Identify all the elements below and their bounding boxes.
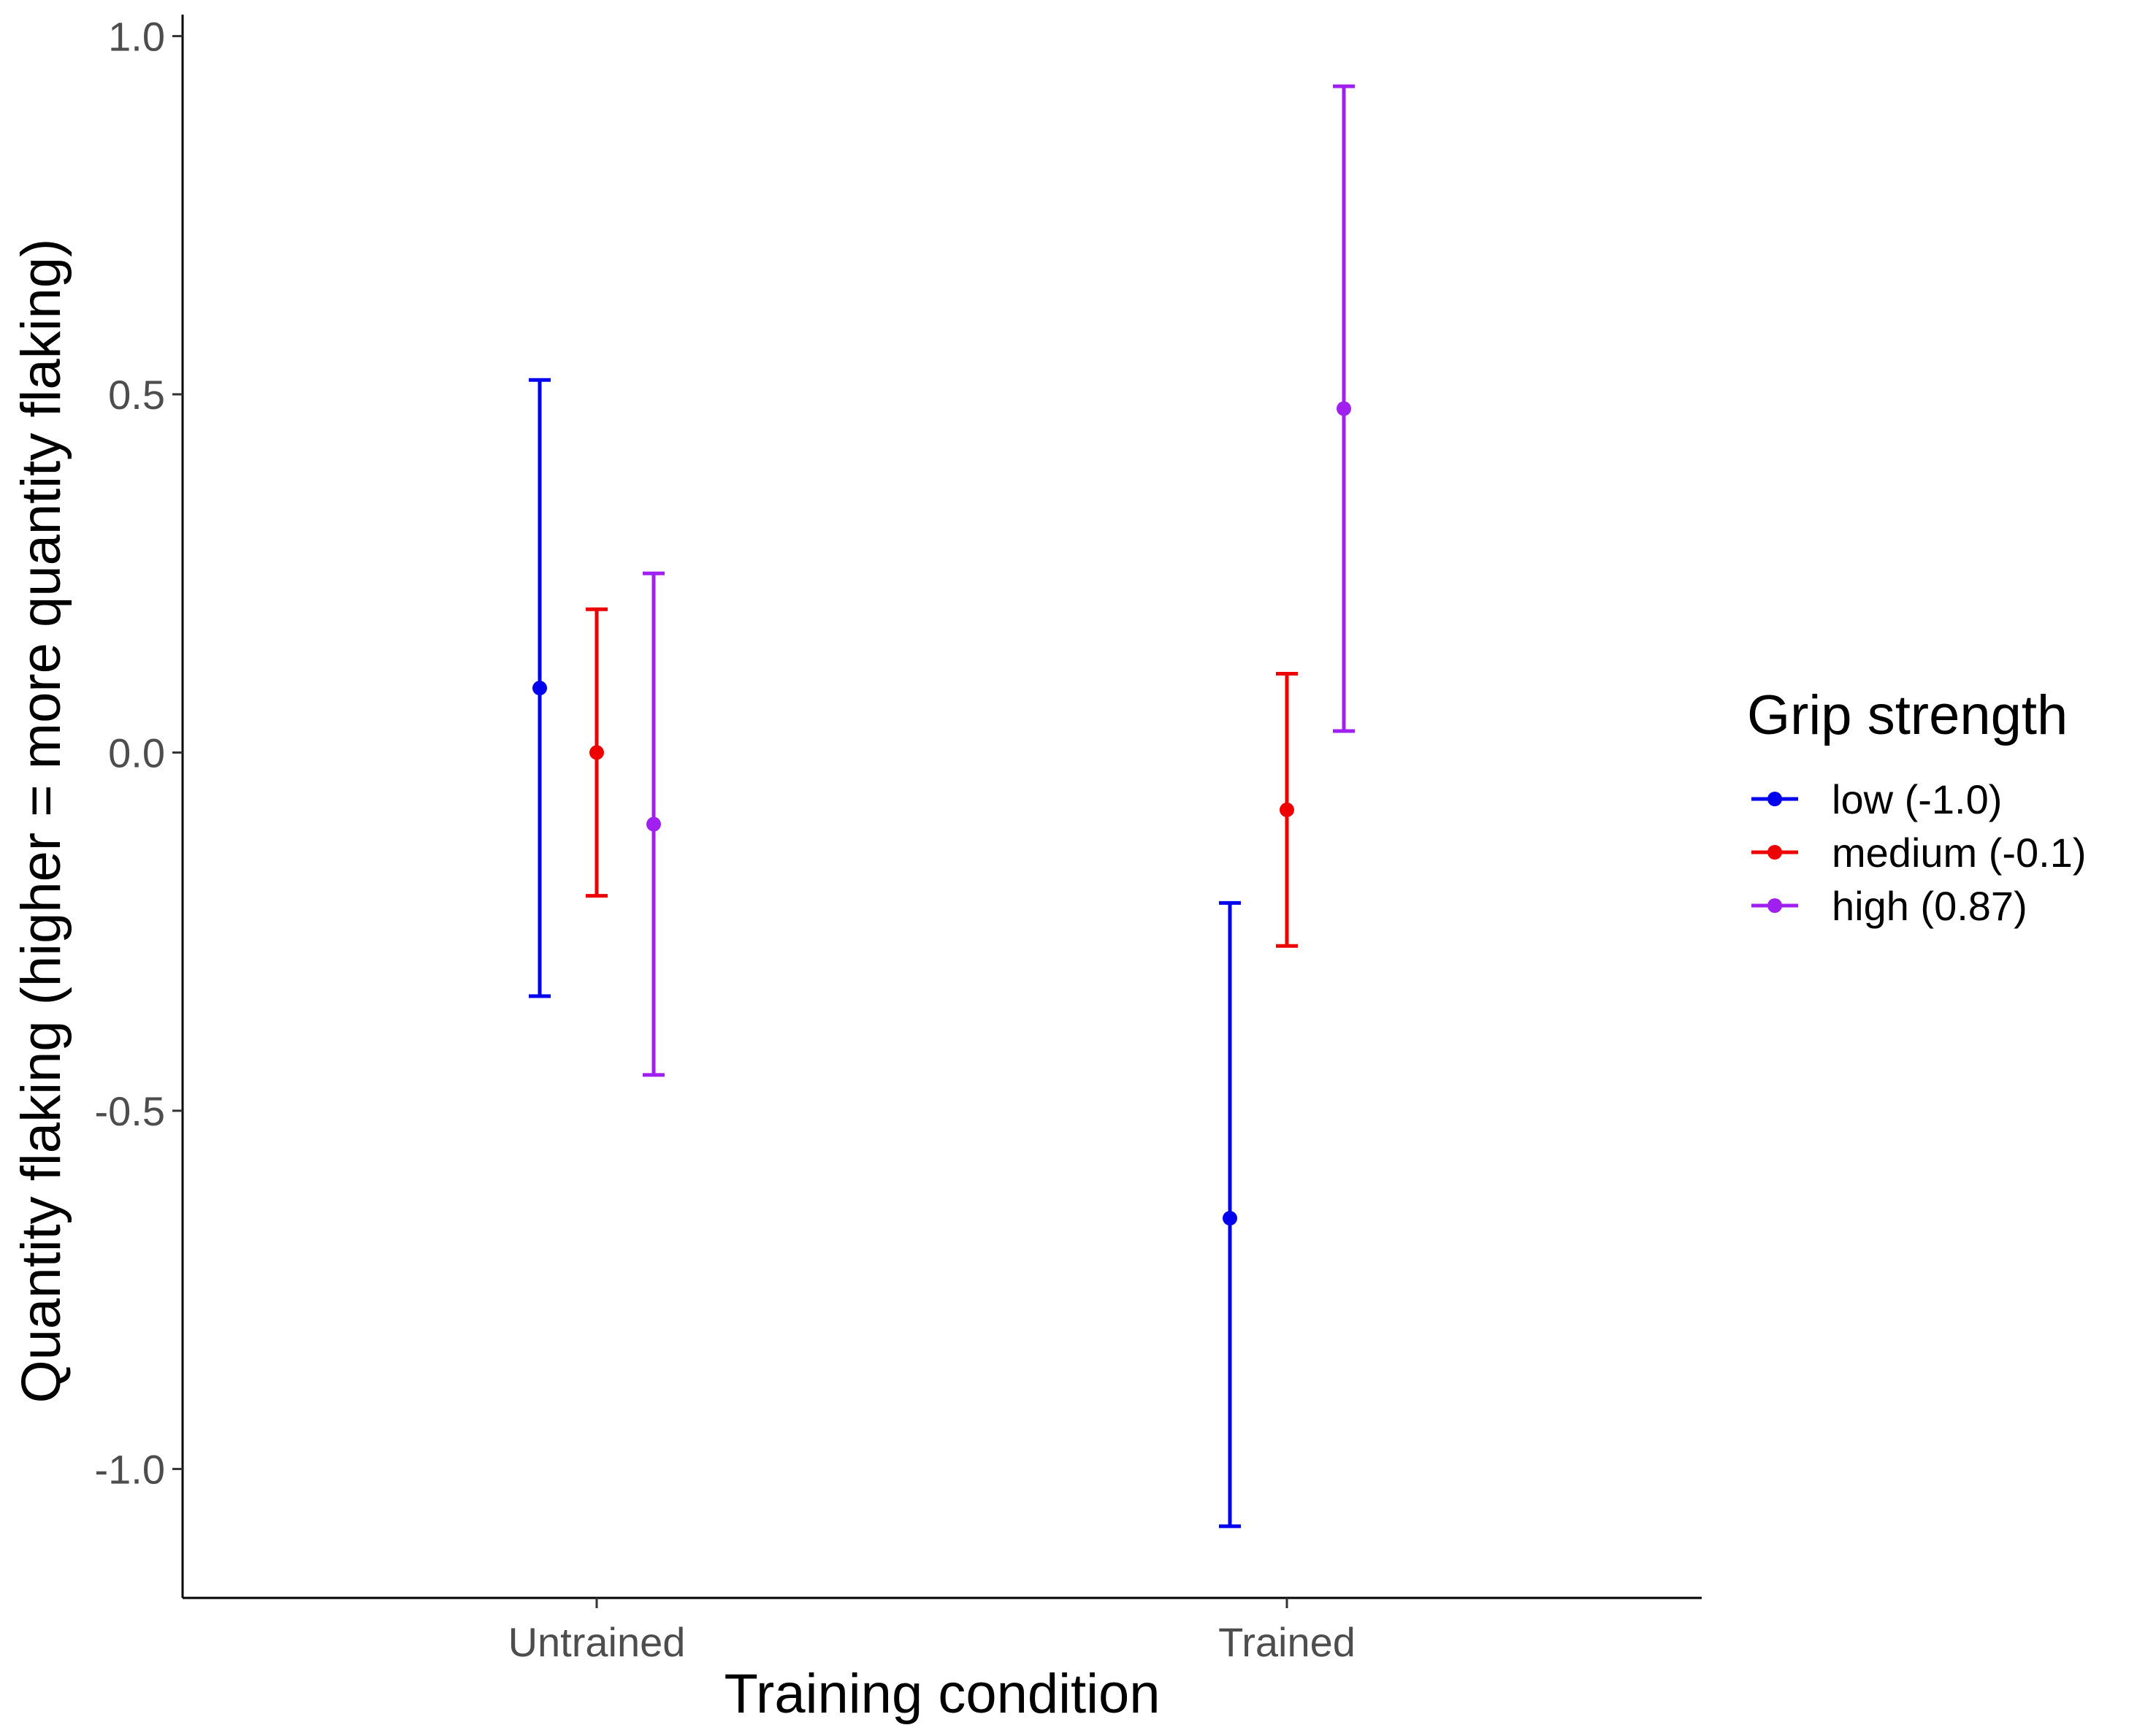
legend-key-point <box>1767 792 1782 806</box>
data-point <box>589 745 604 760</box>
legend-label: medium (-0.1) <box>1832 830 2087 876</box>
y-tick-label: 1.0 <box>108 13 165 59</box>
data-point <box>532 681 547 696</box>
y-tick-label: 0.5 <box>108 372 165 418</box>
legend-item-medium: medium (-0.1) <box>1751 830 2087 876</box>
legend-title: Grip strength <box>1747 684 2068 746</box>
tick-labels: -1.0 -0.5 0.0 0.5 1.0 Untrained Trained <box>95 13 1356 1665</box>
data-point <box>646 816 661 832</box>
y-axis-title: Quantity flaking (higher = more quantity… <box>10 239 72 1404</box>
x-tick-label: Untrained <box>508 1619 686 1665</box>
legend: Grip strength low (-1.0) medium (-0.1) hig… <box>1747 684 2087 929</box>
x-tick-label: Trained <box>1218 1619 1356 1665</box>
y-tick-label: -0.5 <box>95 1088 166 1134</box>
data-point <box>1280 802 1294 817</box>
y-tick-label: -1.0 <box>95 1446 166 1492</box>
data-point <box>1337 401 1351 416</box>
legend-label: high (0.87) <box>1832 883 2027 929</box>
legend-item-high: high (0.87) <box>1751 883 2027 929</box>
series-medium <box>586 607 1298 948</box>
y-tick-label: 0.0 <box>108 730 165 776</box>
legend-key-point <box>1767 898 1782 913</box>
legend-label: low (-1.0) <box>1832 776 2002 822</box>
x-axis-title: Training condition <box>724 1663 1160 1725</box>
legend-item-low: low (-1.0) <box>1751 776 2002 822</box>
series-high <box>643 84 1355 1077</box>
data-point <box>1223 1211 1237 1226</box>
plot-marks <box>529 84 1355 1529</box>
axes <box>181 15 1702 1599</box>
legend-key-point <box>1767 845 1782 860</box>
series-low <box>529 378 1241 1529</box>
